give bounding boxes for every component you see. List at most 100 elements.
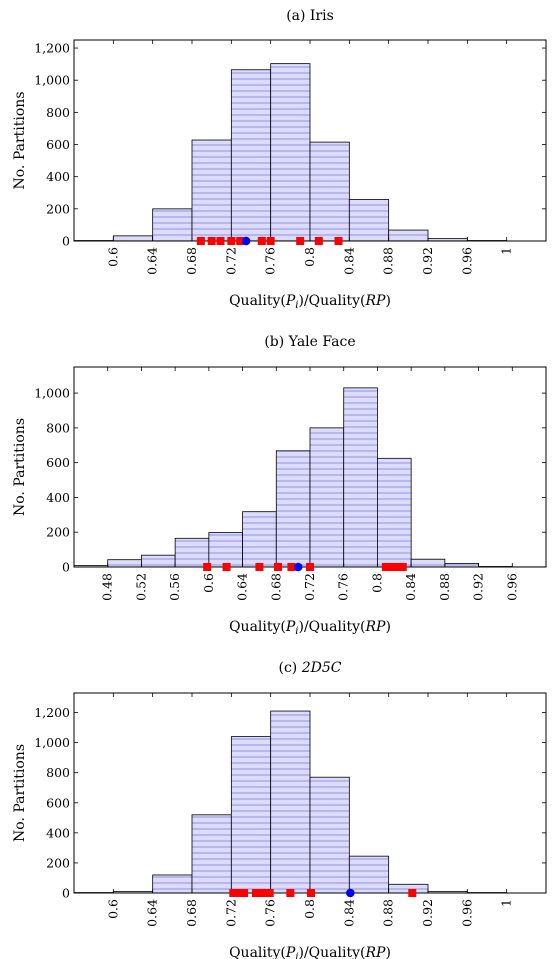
histogram-bar [141, 554, 176, 568]
x-tick-label: 0.56 [167, 573, 182, 601]
y-tick-label: 600 [46, 137, 70, 152]
red-marker [251, 889, 260, 897]
x-tick-label: 0.76 [336, 573, 351, 601]
x-tick-label: 1 [499, 899, 514, 907]
histogram-panel: (c) 2D5C 0 200 400 600 800 1,000 1,200 0.6 0.64 0.… [12, 660, 547, 959]
y-tick-label: 600 [46, 455, 70, 470]
blue-marker [346, 888, 355, 898]
histogram-bar [242, 511, 277, 568]
red-marker [296, 237, 305, 245]
blue-marker [241, 236, 251, 246]
histogram-bar [444, 563, 479, 568]
red-marker [229, 889, 238, 897]
histogram-bar [270, 63, 311, 242]
histogram-panel: (a) Iris 0 200 400 600 800 1,000 1,200 0.6 0.64 0.… [12, 8, 547, 311]
x-tick-label: 0.68 [184, 247, 199, 275]
histogram-bar [230, 736, 272, 894]
x-tick-label: 0.96 [504, 573, 519, 601]
red-marker [394, 563, 403, 571]
y-tick-label: 1,000 [34, 73, 70, 88]
x-tick-label: 0.6 [201, 573, 216, 593]
x-tick-label: 0.64 [145, 247, 160, 275]
y-tick-label: 400 [46, 490, 70, 505]
x-tick-label: 0.92 [471, 573, 486, 601]
y-tick-label: 1,000 [34, 386, 70, 401]
x-tick-label: 0.64 [235, 573, 250, 601]
red-marker [222, 563, 231, 571]
x-tick-label: 0.8 [369, 573, 384, 593]
red-marker [314, 237, 323, 245]
x-tick-label: 0.88 [381, 899, 396, 927]
red-marker [381, 563, 390, 571]
x-tick-label: 0.92 [420, 899, 435, 927]
histogram-bar [208, 532, 243, 568]
x-tick-label: 0.64 [145, 899, 160, 927]
red-marker [398, 563, 407, 571]
y-axis-label: No. Partitions [12, 744, 28, 842]
red-marker [227, 237, 236, 245]
x-tick-label: 0.76 [263, 899, 278, 927]
x-tick-label: 0.92 [420, 247, 435, 275]
histogram-bar [309, 427, 345, 568]
x-tick-label: 0.96 [459, 247, 474, 275]
y-tick-label: 0 [62, 886, 70, 901]
red-marker [273, 563, 282, 571]
red-marker [255, 563, 264, 571]
histogram-bar [410, 558, 446, 568]
histogram-bar [388, 229, 429, 242]
histogram-bar [270, 710, 311, 894]
chart-title: (b) Yale Face [264, 334, 355, 350]
y-tick-label: 0 [62, 234, 70, 249]
histogram-bar [309, 776, 350, 894]
red-marker [306, 889, 315, 897]
red-marker [236, 237, 245, 245]
x-tick-label: 0.72 [223, 899, 238, 927]
y-axis-label: No. Partitions [12, 418, 28, 516]
x-tick-label: 0.84 [341, 247, 356, 275]
red-marker [334, 237, 343, 245]
y-tick-label: 800 [46, 765, 70, 780]
red-marker [257, 237, 266, 245]
histogram-bar [309, 141, 350, 242]
histogram-bar [377, 457, 412, 568]
x-axis-label: Quality(Pi)/Quality(RP) [229, 619, 391, 637]
y-tick-label: 400 [46, 825, 70, 840]
red-marker [408, 889, 417, 897]
red-marker [266, 237, 275, 245]
x-tick-label: 0.6 [105, 247, 120, 267]
red-marker [386, 563, 395, 571]
x-tick-label: 0.68 [268, 573, 283, 601]
red-marker [265, 889, 274, 897]
x-tick-label: 0.72 [302, 573, 317, 601]
histogram-panel: (b) Yale Face 0 200 400 600 800 1,000 0.48 0.52 0… [12, 334, 547, 637]
x-tick-label: 0.76 [263, 247, 278, 275]
y-tick-label: 0 [62, 560, 70, 575]
x-axis-label: Quality(Pi)/Quality(RP) [229, 293, 391, 311]
chart-title: (c) 2D5C [279, 660, 342, 676]
x-tick-label: 0.88 [381, 247, 396, 275]
y-tick-label: 800 [46, 105, 70, 120]
y-tick-label: 200 [46, 525, 70, 540]
x-tick-label: 0.84 [341, 899, 356, 927]
y-tick-label: 600 [46, 795, 70, 810]
red-marker [216, 237, 225, 245]
x-tick-label: 0.68 [184, 899, 199, 927]
red-marker [390, 563, 399, 571]
y-tick-label: 1,000 [34, 735, 70, 750]
x-tick-label: 0.48 [100, 573, 115, 601]
y-axis-label: No. Partitions [12, 92, 28, 190]
histogram-bar [152, 208, 193, 242]
histogram-bar [152, 874, 193, 894]
red-marker [203, 563, 212, 571]
y-tick-label: 200 [46, 201, 70, 216]
histogram-bar [191, 139, 232, 242]
y-tick-label: 1,200 [34, 705, 70, 720]
x-tick-label: 1 [499, 247, 514, 255]
red-marker [234, 889, 243, 897]
red-marker [240, 889, 249, 897]
y-tick-label: 400 [46, 169, 70, 184]
histogram-bar [112, 235, 154, 242]
x-tick-label: 0.88 [437, 573, 452, 601]
histogram-bar [230, 69, 272, 242]
